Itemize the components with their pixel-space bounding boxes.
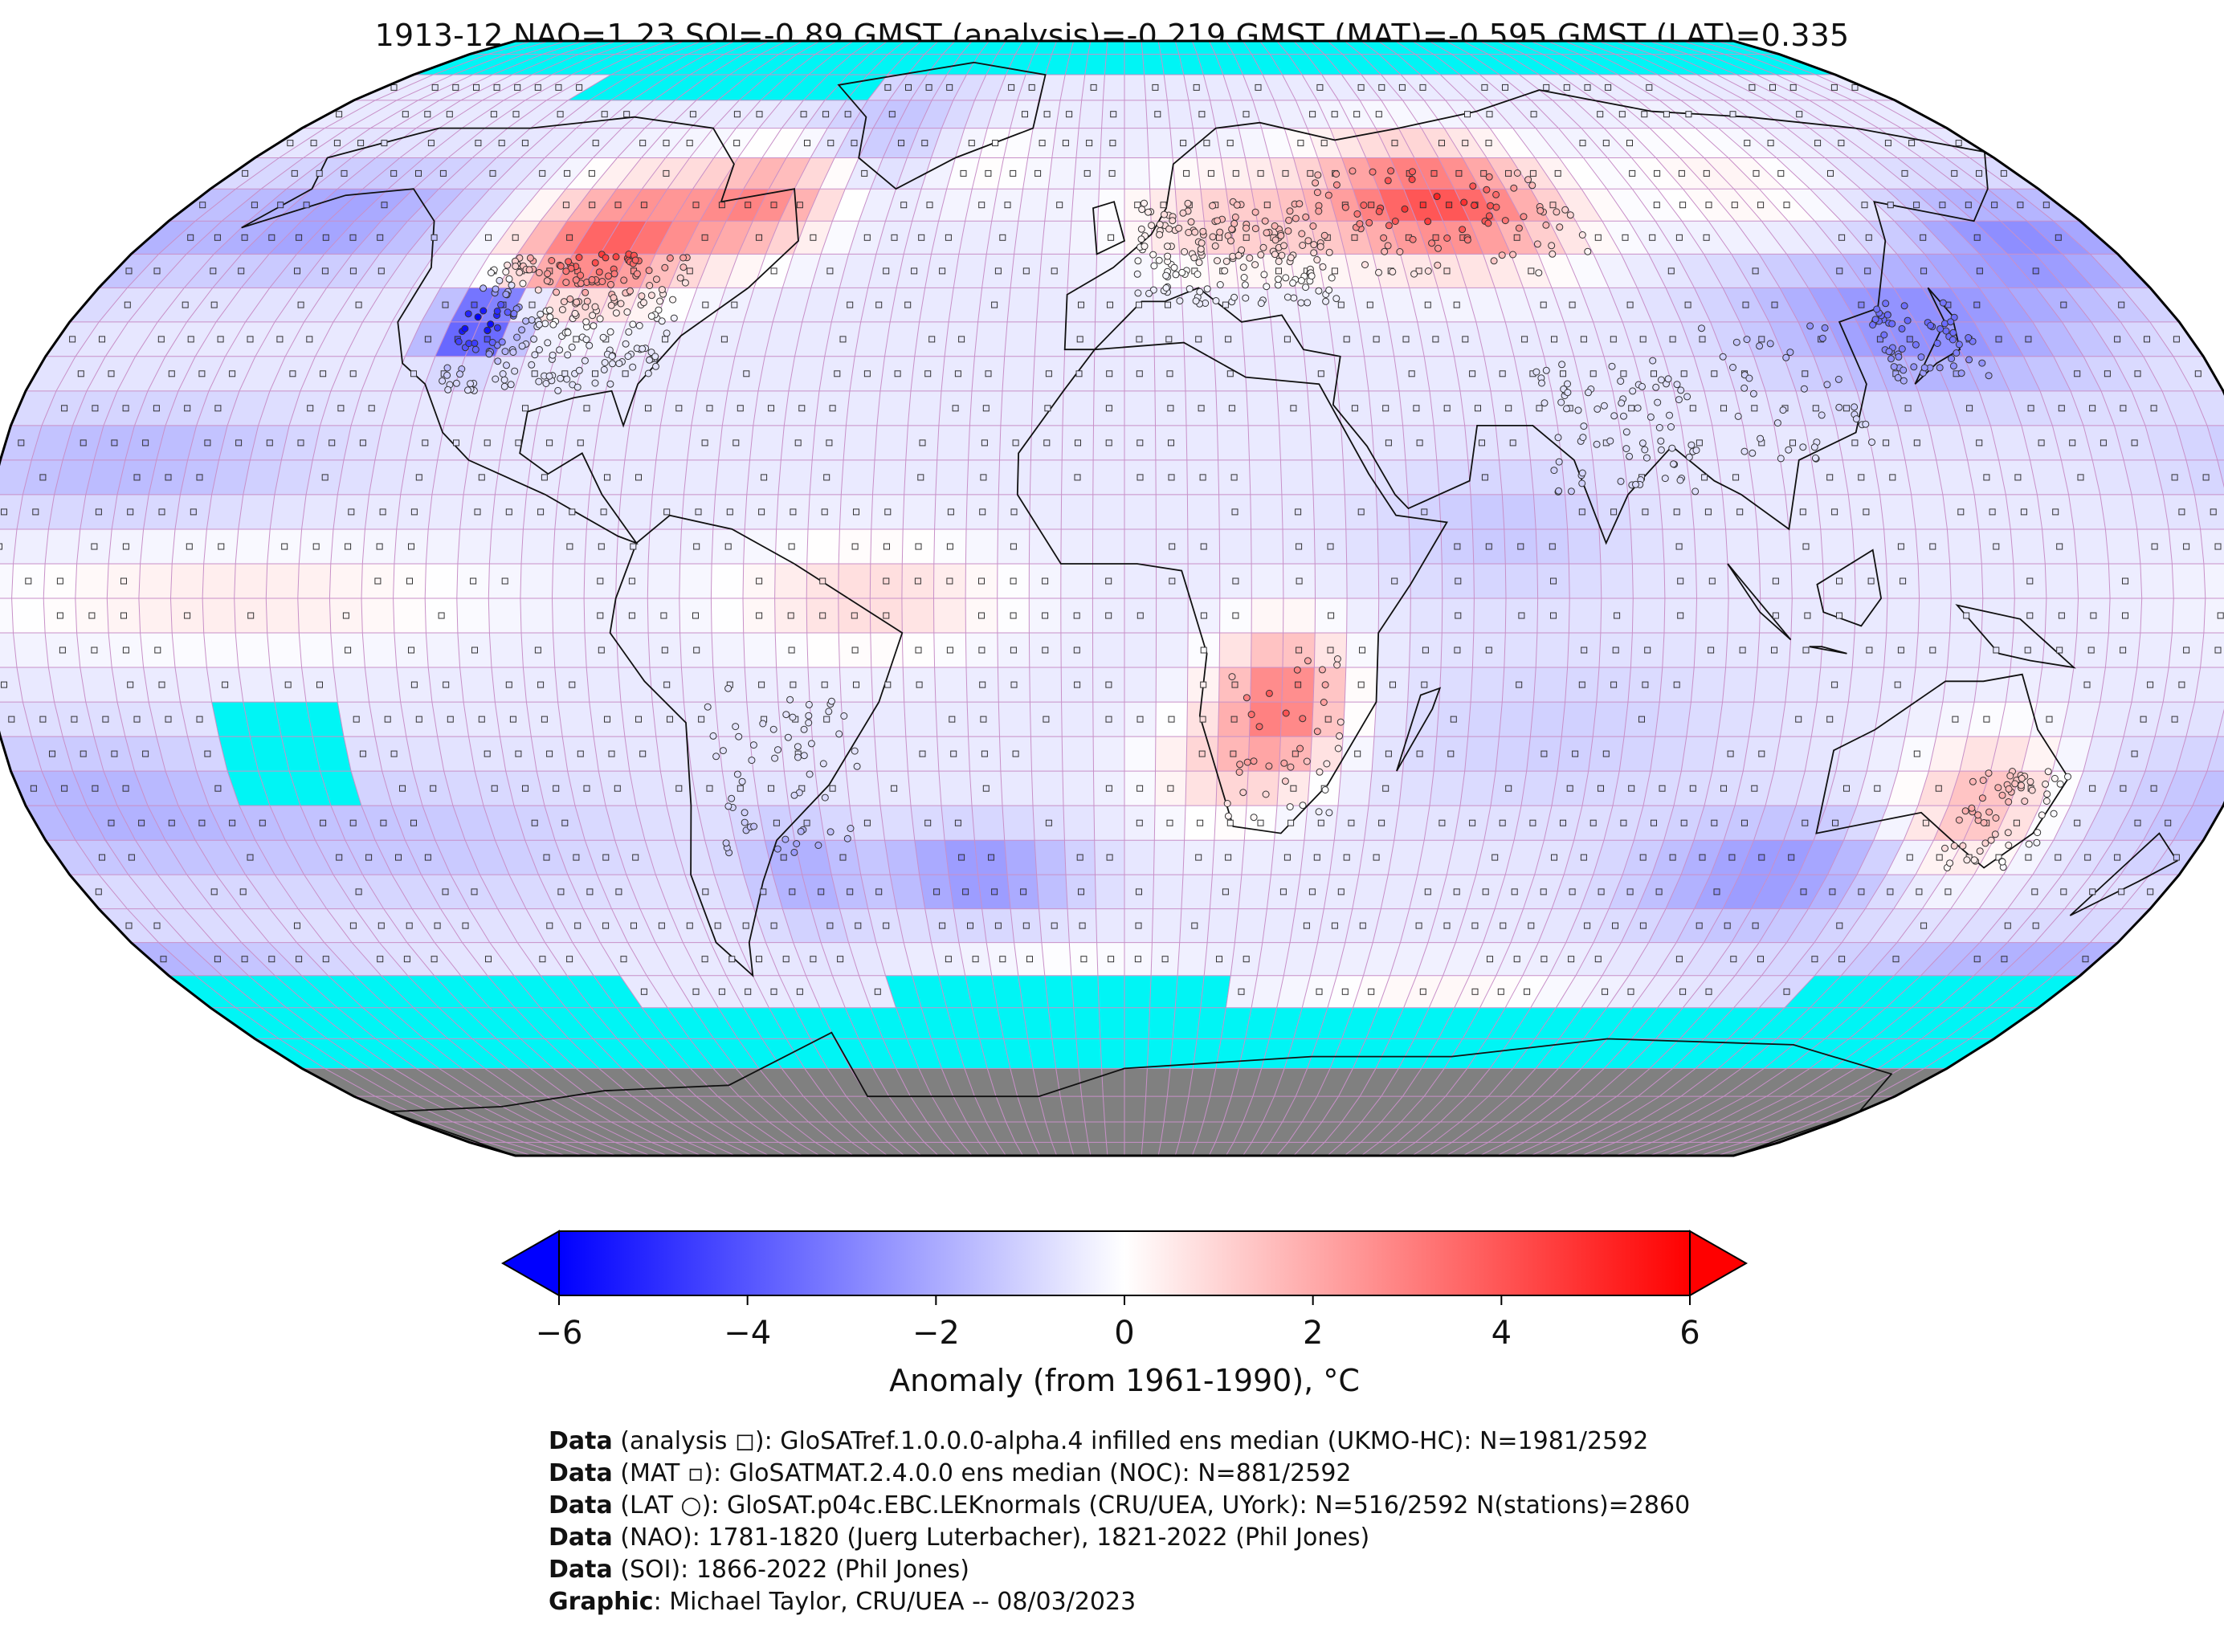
credit-line: Data (NAO): 1781-1820 (Juerg Luterbacher… — [549, 1522, 1690, 1554]
colorbar-tick-label: 2 — [1303, 1315, 1323, 1352]
colorbar-tick-label: −6 — [536, 1315, 583, 1352]
colorbar-label: Anomaly (from 1961-1990), °C — [889, 1363, 1360, 1398]
credit-text: (MAT ▫): GloSATMAT.2.4.0.0 ens median (N… — [612, 1459, 1352, 1487]
credit-line: Data (analysis ◻): GloSATref.1.0.0.0-alp… — [549, 1426, 1690, 1458]
credit-text: : Michael Taylor, CRU/UEA -- 08/03/2023 — [653, 1588, 1136, 1616]
colorbar-tick-label: −4 — [724, 1315, 771, 1352]
colorbar-extend-max — [1689, 1230, 1749, 1297]
colorbar-tick-label: −2 — [912, 1315, 960, 1352]
credit-text: (LAT ○): GloSAT.p04c.EBC.LEKnormals (CRU… — [612, 1491, 1691, 1519]
colorbar-bar — [558, 1230, 1691, 1296]
colorbar: −6 −4 −2 0 2 4 6 Anomaly (from 1961-1990), °C — [500, 1230, 1749, 1398]
data-credits: Data (analysis ◻): GloSATref.1.0.0.0-alp… — [549, 1426, 1690, 1618]
credit-label: Data — [549, 1491, 613, 1519]
credit-line: Data (LAT ○): GloSAT.p04c.EBC.LEKnormals… — [549, 1490, 1690, 1522]
credit-label: Data — [549, 1459, 613, 1487]
colorbar-tick-label: 0 — [1114, 1315, 1134, 1352]
credit-label: Data — [549, 1427, 613, 1455]
anomaly-map — [0, 39, 2224, 1157]
credit-line: Data (MAT ▫): GloSATMAT.2.4.0.0 ens medi… — [549, 1458, 1690, 1490]
credit-line: Graphic: Michael Taylor, CRU/UEA -- 08/0… — [549, 1586, 1690, 1618]
colorbar-ticks: −6 −4 −2 0 2 4 6 — [536, 1295, 1700, 1352]
credit-text: (analysis ◻): GloSATref.1.0.0.0-alpha.4 … — [612, 1427, 1649, 1455]
colorbar-tick-label: 4 — [1492, 1315, 1512, 1352]
credit-label: Data — [549, 1524, 613, 1552]
colorbar-tick-label: 6 — [1679, 1315, 1700, 1352]
credit-label: Graphic — [549, 1588, 654, 1616]
credit-text: (NAO): 1781-1820 (Juerg Luterbacher), 18… — [612, 1524, 1370, 1552]
credit-label: Data — [549, 1556, 613, 1584]
credit-text: (SOI): 1866-2022 (Phil Jones) — [612, 1556, 969, 1584]
credit-line: Data (SOI): 1866-2022 (Phil Jones) — [549, 1554, 1690, 1586]
colorbar-extend-min — [500, 1230, 560, 1297]
